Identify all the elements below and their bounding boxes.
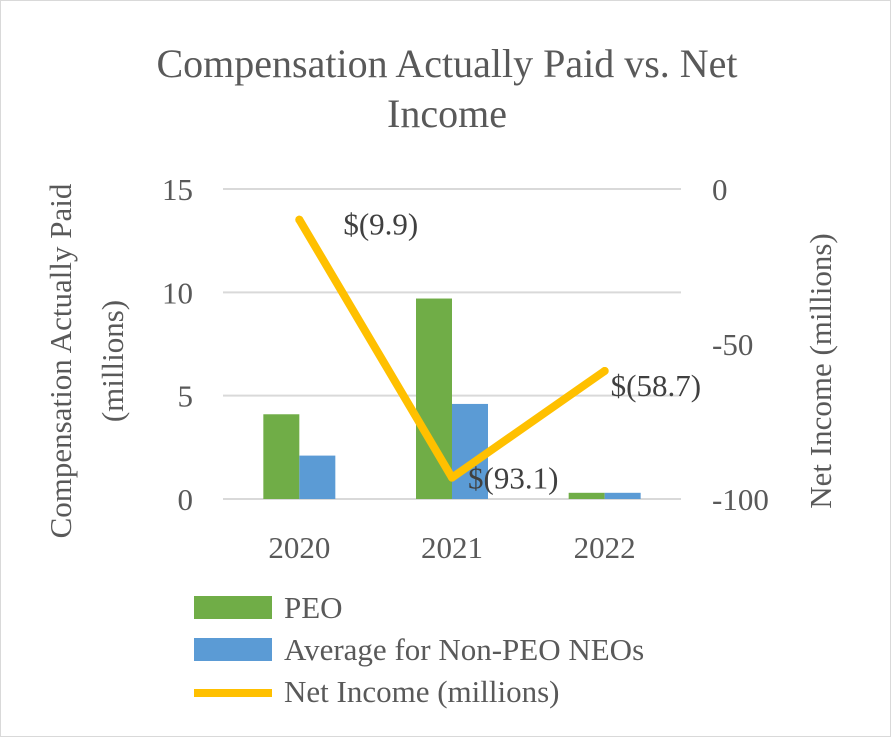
bar-series xyxy=(263,298,641,499)
right-axis-title: Net Income (millions) xyxy=(803,233,838,509)
right-tick-label: -50 xyxy=(712,327,753,362)
legend-label-net-income: Net Income (millions) xyxy=(284,674,560,709)
bar-average-for-non-peo-neos-2020 xyxy=(299,455,336,499)
left-axis-title-line-1: Compensation Actually Paid xyxy=(43,183,78,538)
net-income-point xyxy=(295,215,304,224)
left-tick-label: 10 xyxy=(162,275,193,310)
legend: PEO Average for Non-PEO NEOs Net Income … xyxy=(194,590,644,709)
net-income-data-label: $(93.1) xyxy=(468,461,558,496)
left-axis-title: Compensation Actually Paid (millions) xyxy=(43,183,130,538)
net-income-data-label: $(58.7) xyxy=(611,368,701,403)
legend-swatch-peo xyxy=(194,596,272,619)
legend-swatch-non-peo xyxy=(194,638,272,661)
x-axis-labels: 2020 2021 2022 xyxy=(268,530,635,565)
bar-average-for-non-peo-neos-2021 xyxy=(452,403,488,499)
x-tick-label: 2021 xyxy=(421,530,483,565)
net-income-point xyxy=(600,366,609,375)
left-tick-label: 15 xyxy=(162,172,193,207)
legend-label-peo: PEO xyxy=(284,590,343,625)
net-income-data-label: $(9.9) xyxy=(343,207,418,242)
chart-title-line-1: Compensation Actually Paid vs. Net xyxy=(156,41,737,86)
left-tick-label: 5 xyxy=(178,379,194,414)
bar-peo-2022 xyxy=(568,492,605,499)
left-axis-ticks: 0 5 10 15 xyxy=(162,172,193,517)
bar-peo-2020 xyxy=(263,414,300,499)
right-axis-ticks: -100 -50 0 xyxy=(712,172,769,517)
line-series: $(9.9) $(93.1) $(58.7) xyxy=(295,207,701,496)
right-tick-label: 0 xyxy=(712,172,728,207)
legend-label-non-peo: Average for Non-PEO NEOs xyxy=(284,632,644,667)
bar-average-for-non-peo-neos-2022 xyxy=(604,492,641,499)
net-income-point xyxy=(448,473,456,482)
left-axis-title-line-2: (millions) xyxy=(95,300,130,422)
x-tick-label: 2022 xyxy=(574,530,636,565)
left-tick-label: 0 xyxy=(178,482,194,517)
chart-title-line-2: Income xyxy=(387,91,507,136)
right-tick-label: -100 xyxy=(712,482,769,517)
right-axis-title-text: Net Income (millions) xyxy=(803,233,838,509)
x-tick-label: 2020 xyxy=(268,530,330,565)
